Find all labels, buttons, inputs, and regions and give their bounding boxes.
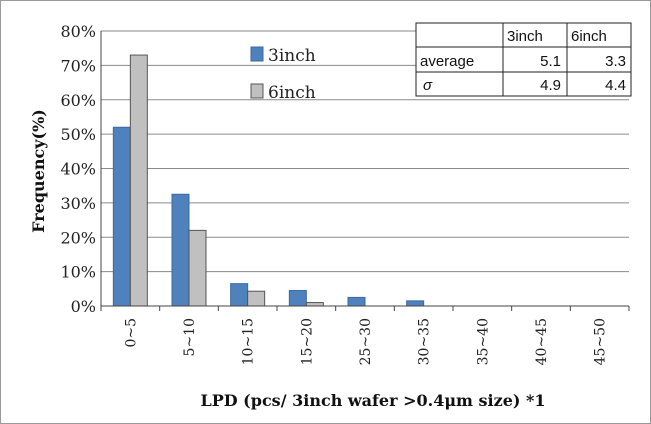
axes: 0% 10% 20% 30% 40% 50% 60% 70% 80% 0~5 5~10 10~15 15… — [60, 22, 630, 365]
legend-swatch-6inch — [250, 83, 264, 99]
y-tick-label: 40% — [60, 160, 96, 179]
bar-3inch-5~10 — [171, 193, 190, 307]
x-tick-label: 30~35 — [417, 318, 433, 365]
x-tick-label: 45~50 — [593, 318, 609, 365]
bar-6inch-5~10 — [188, 229, 207, 307]
bar-3inch-0~5 — [112, 126, 131, 307]
y-tick-label: 30% — [60, 194, 96, 213]
legend-label-3inch: 3inch — [268, 46, 316, 66]
bar-6inch-10~15 — [247, 290, 266, 307]
x-tick-label: 15~20 — [299, 318, 315, 365]
bar-3inch-15~20 — [288, 290, 307, 307]
y-tick-label: 60% — [60, 91, 96, 110]
y-tick-label: 80% — [60, 22, 96, 41]
table-cell-sigma-6inch: 4.4 — [605, 77, 626, 94]
legend-swatch-3inch — [250, 46, 264, 62]
table-cell-average-6inch: 3.3 — [605, 53, 626, 70]
y-tick-label: 50% — [60, 125, 96, 144]
table-row-label-average: average — [420, 53, 474, 70]
bar-3inch-10~15 — [230, 283, 249, 307]
x-tick-label: 25~30 — [358, 318, 374, 365]
legend-label-6inch: 6inch — [268, 83, 316, 103]
x-tick-label: 10~15 — [241, 318, 257, 365]
legend: 3inch 6inch — [250, 46, 316, 103]
table-header-3inch: 3inch — [507, 28, 543, 45]
table-cell-sigma-3inch: 4.9 — [540, 77, 561, 94]
table-header-6inch: 6inch — [571, 28, 607, 45]
x-axis-title: LPD (pcs/ 3inch wafer >0.4μm size) *1 — [200, 391, 545, 410]
bar-6inch-0~5 — [129, 54, 148, 307]
y-tick-label: 10% — [60, 263, 96, 282]
y-tick-label: 70% — [60, 56, 96, 75]
bar-3inch-25~30 — [347, 296, 366, 307]
x-tick-label: 40~45 — [534, 318, 550, 365]
bar-6inch-15~20 — [305, 302, 324, 307]
stats-table: 3inch 6inch average 5.1 3.3 σ 4.9 4.4 — [415, 22, 632, 97]
x-tick-label: 0~5 — [123, 318, 139, 348]
bar-3inch-30~35 — [406, 300, 425, 307]
x-tick-label: 35~40 — [475, 318, 491, 365]
table-row-label-sigma: σ — [423, 77, 433, 94]
y-tick-label: 0% — [71, 297, 96, 316]
y-axis-title: Frequency(%) — [29, 109, 48, 233]
table-cell-average-3inch: 5.1 — [540, 53, 561, 70]
x-tick-label: 5~10 — [182, 318, 198, 356]
y-tick-label: 20% — [60, 228, 96, 247]
